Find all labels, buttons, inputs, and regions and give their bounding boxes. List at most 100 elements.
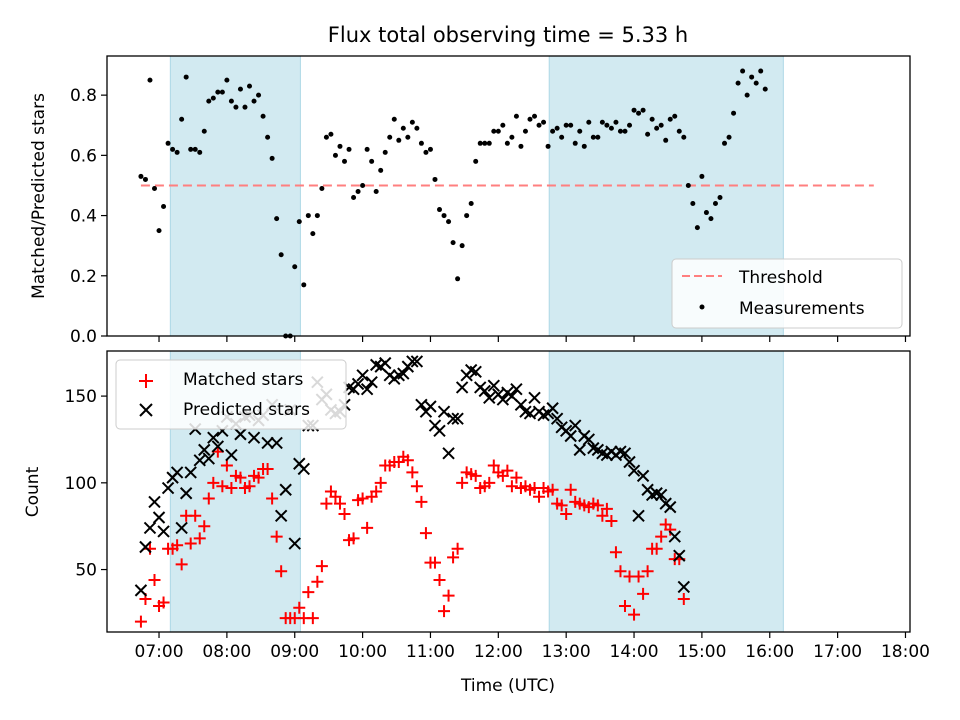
x-tick-label: 16:00 (745, 642, 794, 662)
top-y-axis-label: Matched/Predicted stars (29, 93, 49, 299)
matched-star-point (266, 492, 279, 505)
x-tick-label: 07:00 (135, 642, 184, 662)
matched-star-point (591, 499, 604, 512)
predicted-star-point (279, 483, 292, 496)
measurement-point (332, 152, 338, 158)
measurement-point (744, 92, 750, 98)
matched-star-point (406, 466, 419, 479)
measurement-point (590, 134, 596, 140)
predicted-star-point (379, 356, 392, 370)
predicted-star-point (288, 537, 301, 550)
measurement-point (672, 113, 678, 119)
top-y-tick-label: 0.6 (70, 146, 97, 166)
measurement-point (658, 122, 664, 128)
legend-predicted-label: Predicted stars (183, 400, 310, 420)
predicted-star-point (270, 436, 283, 450)
matched-star-point (193, 532, 206, 545)
top-y-tick-label: 0.2 (70, 267, 97, 287)
measurement-point (328, 131, 334, 137)
matched-star-point (410, 480, 423, 493)
predicted-star-point (487, 379, 501, 392)
x-tick-label: 14:00 (610, 642, 659, 662)
x-tick-label: 11:00 (406, 642, 455, 662)
measurement-point (251, 98, 257, 104)
measurement-point (586, 119, 592, 125)
matched-star-point (614, 565, 627, 578)
measurement-point (518, 143, 524, 149)
matched-star-point (270, 530, 283, 543)
matched-stars-layer (134, 445, 690, 628)
matched-star-point (306, 612, 319, 625)
predicted-star-point (496, 393, 510, 406)
measurement-point (292, 264, 298, 270)
matched-star-point (207, 476, 220, 489)
measurement-point (681, 134, 687, 140)
bottom-shaded-interval-1 (548, 350, 784, 633)
predicted-star-point (397, 367, 410, 380)
predicted-star-point (184, 466, 197, 479)
measurement-point (568, 122, 574, 128)
measurement-point (536, 122, 542, 128)
measurement-point (278, 252, 284, 258)
predicted-star-point (510, 382, 523, 396)
predicted-star-point (569, 419, 582, 432)
measurement-point (432, 176, 438, 182)
bottom-x-ticks: 07:00 08:00 09:00 10:00 11:00 12:00 13:00 14:00… (135, 632, 930, 662)
matched-star-point (361, 521, 374, 534)
measurement-point (364, 146, 370, 152)
measurement-point (138, 173, 144, 179)
matched-star-point (134, 615, 147, 628)
matched-star-point (605, 514, 618, 527)
measurement-point (735, 80, 741, 86)
measurement-point (337, 143, 343, 149)
measurement-point (572, 140, 578, 146)
matched-star-point (225, 482, 238, 495)
measurement-point (622, 128, 628, 134)
matched-star-point (560, 508, 573, 521)
measurement-point (314, 213, 320, 219)
measurement-point (224, 77, 230, 83)
predicted-star-point (451, 412, 464, 425)
measurement-point (482, 140, 488, 146)
predicted-star-point (410, 355, 424, 368)
measurement-point (595, 134, 601, 140)
measurements-layer (138, 68, 768, 339)
predicted-star-point (677, 580, 691, 594)
top-shaded-interval-0 (169, 55, 301, 337)
legend-matched-swatch (139, 374, 153, 388)
matched-star-point (275, 565, 288, 578)
measurement-point (161, 204, 167, 210)
legend-matched-label: Matched stars (183, 370, 303, 390)
x-tick-label: 08:00 (202, 642, 251, 662)
measurement-point (152, 185, 158, 191)
measurement-point (373, 188, 379, 194)
matched-star-point (632, 570, 645, 583)
matched-star-point (564, 483, 577, 496)
measurement-point (676, 128, 682, 134)
measurement-point (645, 131, 651, 137)
measurement-point (685, 182, 691, 188)
top-legend-box (671, 258, 903, 329)
matched-star-point (415, 495, 428, 508)
measurement-point (663, 137, 669, 143)
predicted-star-point (170, 466, 184, 479)
matched-star-point (456, 476, 469, 489)
bottom-y-tick-label: 150 (65, 387, 97, 407)
top-y-tick-label: 0.4 (70, 207, 97, 227)
predicted-star-point (406, 355, 419, 368)
predicted-star-point (179, 487, 193, 500)
measurement-point (509, 134, 515, 140)
measurement-point (247, 83, 253, 89)
measurement-point (577, 128, 583, 134)
measurement-point (740, 68, 746, 74)
matched-star-point (655, 530, 668, 543)
measurement-point (427, 146, 433, 152)
x-tick-label: 13:00 (542, 642, 591, 662)
measurement-point (554, 125, 560, 131)
legend-threshold-label: Threshold (738, 268, 823, 288)
predicted-star-point (351, 377, 365, 391)
measurement-point (319, 185, 325, 191)
top-panel: 0.00.20.40.60.8 Matched/Predicted stars … (29, 55, 911, 347)
top-y-tick-label: 0.0 (70, 327, 97, 347)
matched-star-point (442, 589, 455, 602)
